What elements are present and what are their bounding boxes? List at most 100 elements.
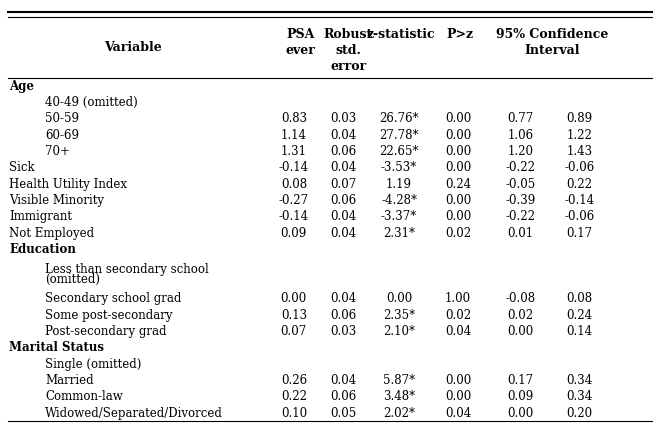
Text: 0.03: 0.03 <box>330 325 356 338</box>
Text: 95% Confidence: 95% Confidence <box>496 28 609 41</box>
Text: 0.01: 0.01 <box>508 227 534 240</box>
Text: Visible Minority: Visible Minority <box>9 194 104 207</box>
Text: 2.02*: 2.02* <box>383 407 415 420</box>
Text: -0.39: -0.39 <box>506 194 536 207</box>
Text: 0.24: 0.24 <box>445 178 471 191</box>
Text: Sick: Sick <box>9 161 35 175</box>
Text: 70+: 70+ <box>46 145 71 158</box>
Text: 0.14: 0.14 <box>567 325 593 338</box>
Text: 0.00: 0.00 <box>445 112 471 125</box>
Text: (omitted): (omitted) <box>46 272 100 286</box>
Text: -0.14: -0.14 <box>565 194 595 207</box>
Text: 0.20: 0.20 <box>567 407 593 420</box>
Text: 2.10*: 2.10* <box>383 325 415 338</box>
Text: 0.07: 0.07 <box>280 325 307 338</box>
Text: 0.04: 0.04 <box>330 161 356 175</box>
Text: 22.65*: 22.65* <box>379 145 418 158</box>
Text: 0.06: 0.06 <box>330 390 356 403</box>
Text: Less than secondary school: Less than secondary school <box>46 263 209 276</box>
Text: -0.22: -0.22 <box>506 211 536 224</box>
Text: 1.20: 1.20 <box>508 145 533 158</box>
Text: 0.00: 0.00 <box>445 194 471 207</box>
Text: 0.77: 0.77 <box>508 112 534 125</box>
Text: 1.22: 1.22 <box>567 129 593 142</box>
Text: 0.00: 0.00 <box>508 407 534 420</box>
Text: 0.00: 0.00 <box>445 129 471 142</box>
Text: 0.08: 0.08 <box>567 292 593 305</box>
Text: std.: std. <box>335 44 361 57</box>
Text: 0.02: 0.02 <box>445 308 471 321</box>
Text: -0.22: -0.22 <box>506 161 536 175</box>
Text: ever: ever <box>286 44 315 57</box>
Text: 0.89: 0.89 <box>567 112 593 125</box>
Text: Some post-secondary: Some post-secondary <box>46 308 173 321</box>
Text: P>z: P>z <box>447 28 474 41</box>
Text: 0.00: 0.00 <box>508 325 534 338</box>
Text: 1.31: 1.31 <box>281 145 307 158</box>
Text: 2.31*: 2.31* <box>383 227 415 240</box>
Text: 0.07: 0.07 <box>330 178 356 191</box>
Text: 0.04: 0.04 <box>445 325 471 338</box>
Text: 1.43: 1.43 <box>567 145 593 158</box>
Text: Single (omitted): Single (omitted) <box>46 357 142 371</box>
Text: Married: Married <box>46 374 94 387</box>
Text: Post-secondary grad: Post-secondary grad <box>46 325 167 338</box>
Text: 0.13: 0.13 <box>280 308 307 321</box>
Text: Age: Age <box>9 80 34 93</box>
Text: 0.06: 0.06 <box>330 308 356 321</box>
Text: Not Employed: Not Employed <box>9 227 94 240</box>
Text: 0.08: 0.08 <box>280 178 307 191</box>
Text: 0.10: 0.10 <box>280 407 307 420</box>
Text: -0.08: -0.08 <box>506 292 536 305</box>
Text: 0.17: 0.17 <box>508 374 534 387</box>
Text: 0.02: 0.02 <box>445 227 471 240</box>
Text: 0.26: 0.26 <box>280 374 307 387</box>
Text: 0.34: 0.34 <box>567 390 593 403</box>
Text: Robust: Robust <box>324 28 373 41</box>
Text: -0.27: -0.27 <box>279 194 309 207</box>
Text: 0.04: 0.04 <box>445 407 471 420</box>
Text: -0.05: -0.05 <box>506 178 536 191</box>
Text: 0.00: 0.00 <box>445 211 471 224</box>
Text: 60-69: 60-69 <box>46 129 79 142</box>
Text: 1.06: 1.06 <box>508 129 534 142</box>
Text: 0.83: 0.83 <box>280 112 307 125</box>
Text: -0.06: -0.06 <box>564 161 595 175</box>
Text: -4.28*: -4.28* <box>381 194 417 207</box>
Text: error: error <box>331 60 366 73</box>
Text: PSA: PSA <box>286 28 315 41</box>
Text: 0.06: 0.06 <box>330 145 356 158</box>
Text: 0.05: 0.05 <box>330 407 356 420</box>
Text: 0.04: 0.04 <box>330 227 356 240</box>
Text: 1.00: 1.00 <box>445 292 471 305</box>
Text: 0.06: 0.06 <box>330 194 356 207</box>
Text: Education: Education <box>9 243 76 256</box>
Text: 2.35*: 2.35* <box>383 308 415 321</box>
Text: Marital Status: Marital Status <box>9 341 104 354</box>
Text: 5.87*: 5.87* <box>383 374 415 387</box>
Text: 1.19: 1.19 <box>386 178 412 191</box>
Text: 27.78*: 27.78* <box>379 129 418 142</box>
Text: -3.37*: -3.37* <box>381 211 417 224</box>
Text: 0.22: 0.22 <box>281 390 307 403</box>
Text: 0.00: 0.00 <box>280 292 307 305</box>
Text: 50-59: 50-59 <box>46 112 79 125</box>
Text: 0.03: 0.03 <box>330 112 356 125</box>
Text: z-statistic: z-statistic <box>367 28 436 41</box>
Text: Common-law: Common-law <box>46 390 123 403</box>
Text: -0.14: -0.14 <box>279 161 309 175</box>
Text: 0.00: 0.00 <box>445 161 471 175</box>
Text: Interval: Interval <box>525 44 580 57</box>
Text: 0.09: 0.09 <box>508 390 534 403</box>
Text: 0.02: 0.02 <box>508 308 534 321</box>
Text: Immigrant: Immigrant <box>9 211 73 224</box>
Text: 1.14: 1.14 <box>281 129 307 142</box>
Text: 0.04: 0.04 <box>330 374 356 387</box>
Text: 0.09: 0.09 <box>280 227 307 240</box>
Text: 0.00: 0.00 <box>445 374 471 387</box>
Text: Health Utility Index: Health Utility Index <box>9 178 127 191</box>
Text: 0.00: 0.00 <box>445 390 471 403</box>
Text: 26.76*: 26.76* <box>379 112 419 125</box>
Text: 40-49 (omitted): 40-49 (omitted) <box>46 96 138 109</box>
Text: 0.22: 0.22 <box>567 178 593 191</box>
